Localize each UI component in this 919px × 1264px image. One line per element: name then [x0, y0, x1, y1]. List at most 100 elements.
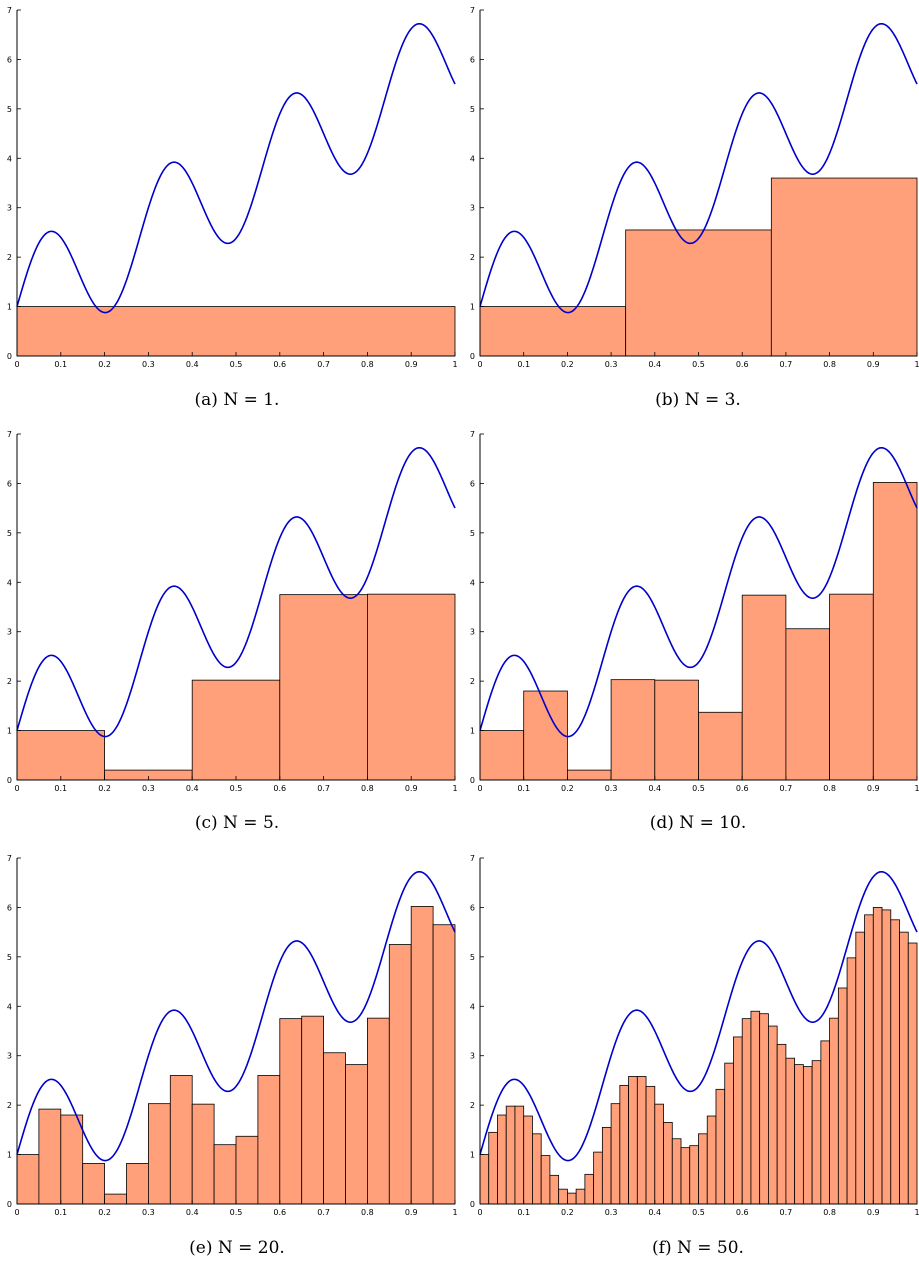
panel-caption: (c) N = 5. [195, 813, 279, 833]
bar [432, 924, 456, 1205]
y-tick-label: 0 [7, 352, 12, 361]
panel-c: 0 0.1 0.2 0.3 0.4 0.5 0.6 0.7 0.8 0.9 1 0 1 2 3 4 5 6 7 (c)… [7, 430, 458, 833]
bar [811, 1060, 822, 1205]
x-tick-label: 0.3 [605, 1208, 618, 1217]
panel-caption: (b) N = 3. [655, 390, 741, 410]
function-curve [16, 22, 456, 314]
panel-f: 0 0.1 0.2 0.3 0.4 0.5 0.6 0.7 0.8 0.9 1 0 1 2 3 4 5 6 7 (f)… [470, 854, 919, 1258]
x-tick-label: 0 [477, 360, 482, 369]
panel-caption: (a) N = 1. [195, 390, 280, 410]
bar [60, 1114, 84, 1205]
y-tick-label: 7 [7, 430, 12, 439]
bar [890, 919, 900, 1205]
bar [213, 1144, 237, 1205]
y-tick-label: 6 [7, 903, 12, 912]
y-tick-label: 6 [7, 55, 12, 64]
bar [540, 1155, 551, 1205]
x-tick-label: 0.8 [361, 784, 374, 793]
bar [715, 1088, 726, 1205]
bar [567, 769, 612, 781]
bar [741, 1018, 752, 1205]
x-tick-label: 0.1 [54, 360, 67, 369]
x-tick-label: 0.2 [98, 1208, 111, 1217]
x-tick-label: 0.2 [561, 1208, 574, 1217]
y-tick-label: 4 [7, 154, 12, 163]
panel-caption: (e) N = 20. [189, 1238, 285, 1258]
x-tick-label: 0.1 [517, 360, 530, 369]
y-tick-label: 3 [470, 1052, 475, 1061]
bar [366, 593, 456, 781]
y-tick-label: 5 [7, 529, 12, 538]
bar [689, 1145, 699, 1205]
bar [601, 1126, 612, 1205]
x-tick-label: 0.8 [823, 360, 836, 369]
bar [532, 1133, 542, 1205]
bar [323, 1052, 346, 1205]
x-tick-label: 1 [914, 360, 919, 369]
x-tick-label: 0.1 [54, 784, 67, 793]
y-tick-label: 1 [470, 303, 475, 312]
y-tick-label: 1 [7, 303, 12, 312]
bar [829, 1017, 839, 1205]
x-tick-label: 0.9 [405, 784, 418, 793]
y-tick-label: 0 [7, 1200, 12, 1209]
bar [523, 1115, 533, 1205]
x-tick-label: 0 [477, 784, 482, 793]
y-tick-label: 3 [7, 628, 12, 637]
y-tick-label: 2 [470, 253, 475, 262]
x-tick-label: 0.2 [561, 784, 574, 793]
y-tick-label: 6 [470, 479, 475, 488]
bar [593, 1151, 603, 1205]
bar [388, 944, 412, 1205]
y-tick-label: 2 [470, 1101, 475, 1110]
bar [514, 1105, 525, 1205]
x-tick-label: 0.4 [648, 784, 661, 793]
y-tick-label: 6 [470, 903, 475, 912]
bar [770, 177, 918, 357]
x-tick-label: 0.7 [780, 1208, 793, 1217]
x-tick-label: 0.6 [736, 784, 749, 793]
bar [698, 711, 743, 781]
bar [855, 931, 865, 1205]
x-tick-label: 0.7 [780, 784, 793, 793]
x-tick-label: 1 [452, 784, 457, 793]
bar [16, 730, 105, 781]
x-tick-label: 0.3 [605, 360, 618, 369]
bar [38, 1108, 62, 1205]
bar [505, 1105, 516, 1205]
bar [846, 957, 857, 1205]
y-tick-label: 2 [7, 677, 12, 686]
panel-d: 0 0.1 0.2 0.3 0.4 0.5 0.6 0.7 0.8 0.9 1 0 1 2 3 4 5 6 7 (d)… [470, 430, 919, 833]
bar [279, 594, 368, 781]
x-tick-label: 0.6 [736, 1208, 749, 1217]
y-tick-label: 5 [470, 105, 475, 114]
x-tick-label: 0 [14, 784, 19, 793]
bar [671, 1138, 682, 1205]
x-tick-label: 0.8 [823, 1208, 836, 1217]
x-tick-label: 1 [914, 1208, 919, 1217]
bar [82, 1163, 105, 1205]
y-tick-label: 4 [470, 578, 475, 587]
bar [724, 1062, 734, 1205]
panel-caption: (d) N = 10. [650, 813, 747, 833]
y-tick-label: 4 [470, 1002, 475, 1011]
y-tick-label: 4 [7, 1002, 12, 1011]
x-tick-label: 0.3 [605, 784, 618, 793]
x-tick-label: 0.3 [142, 784, 155, 793]
bar [881, 909, 892, 1205]
x-tick-label: 0.5 [230, 1208, 243, 1217]
y-tick-label: 2 [470, 677, 475, 686]
function-curve [16, 446, 456, 738]
bar [864, 914, 874, 1205]
y-tick-label: 3 [7, 1052, 12, 1061]
panel-b: 0 0.1 0.2 0.3 0.4 0.5 0.6 0.7 0.8 0.9 1 0 1 2 3 4 5 6 7 (b)… [470, 6, 919, 410]
bar [567, 1192, 577, 1205]
bar [768, 1025, 778, 1205]
bar [625, 229, 772, 357]
x-tick-label: 0 [14, 1208, 19, 1217]
x-tick-label: 0.6 [273, 360, 286, 369]
y-tick-label: 7 [470, 854, 475, 863]
x-tick-label: 0.4 [648, 1208, 661, 1217]
x-tick-label: 0.9 [405, 1208, 418, 1217]
function-curve [479, 22, 918, 314]
